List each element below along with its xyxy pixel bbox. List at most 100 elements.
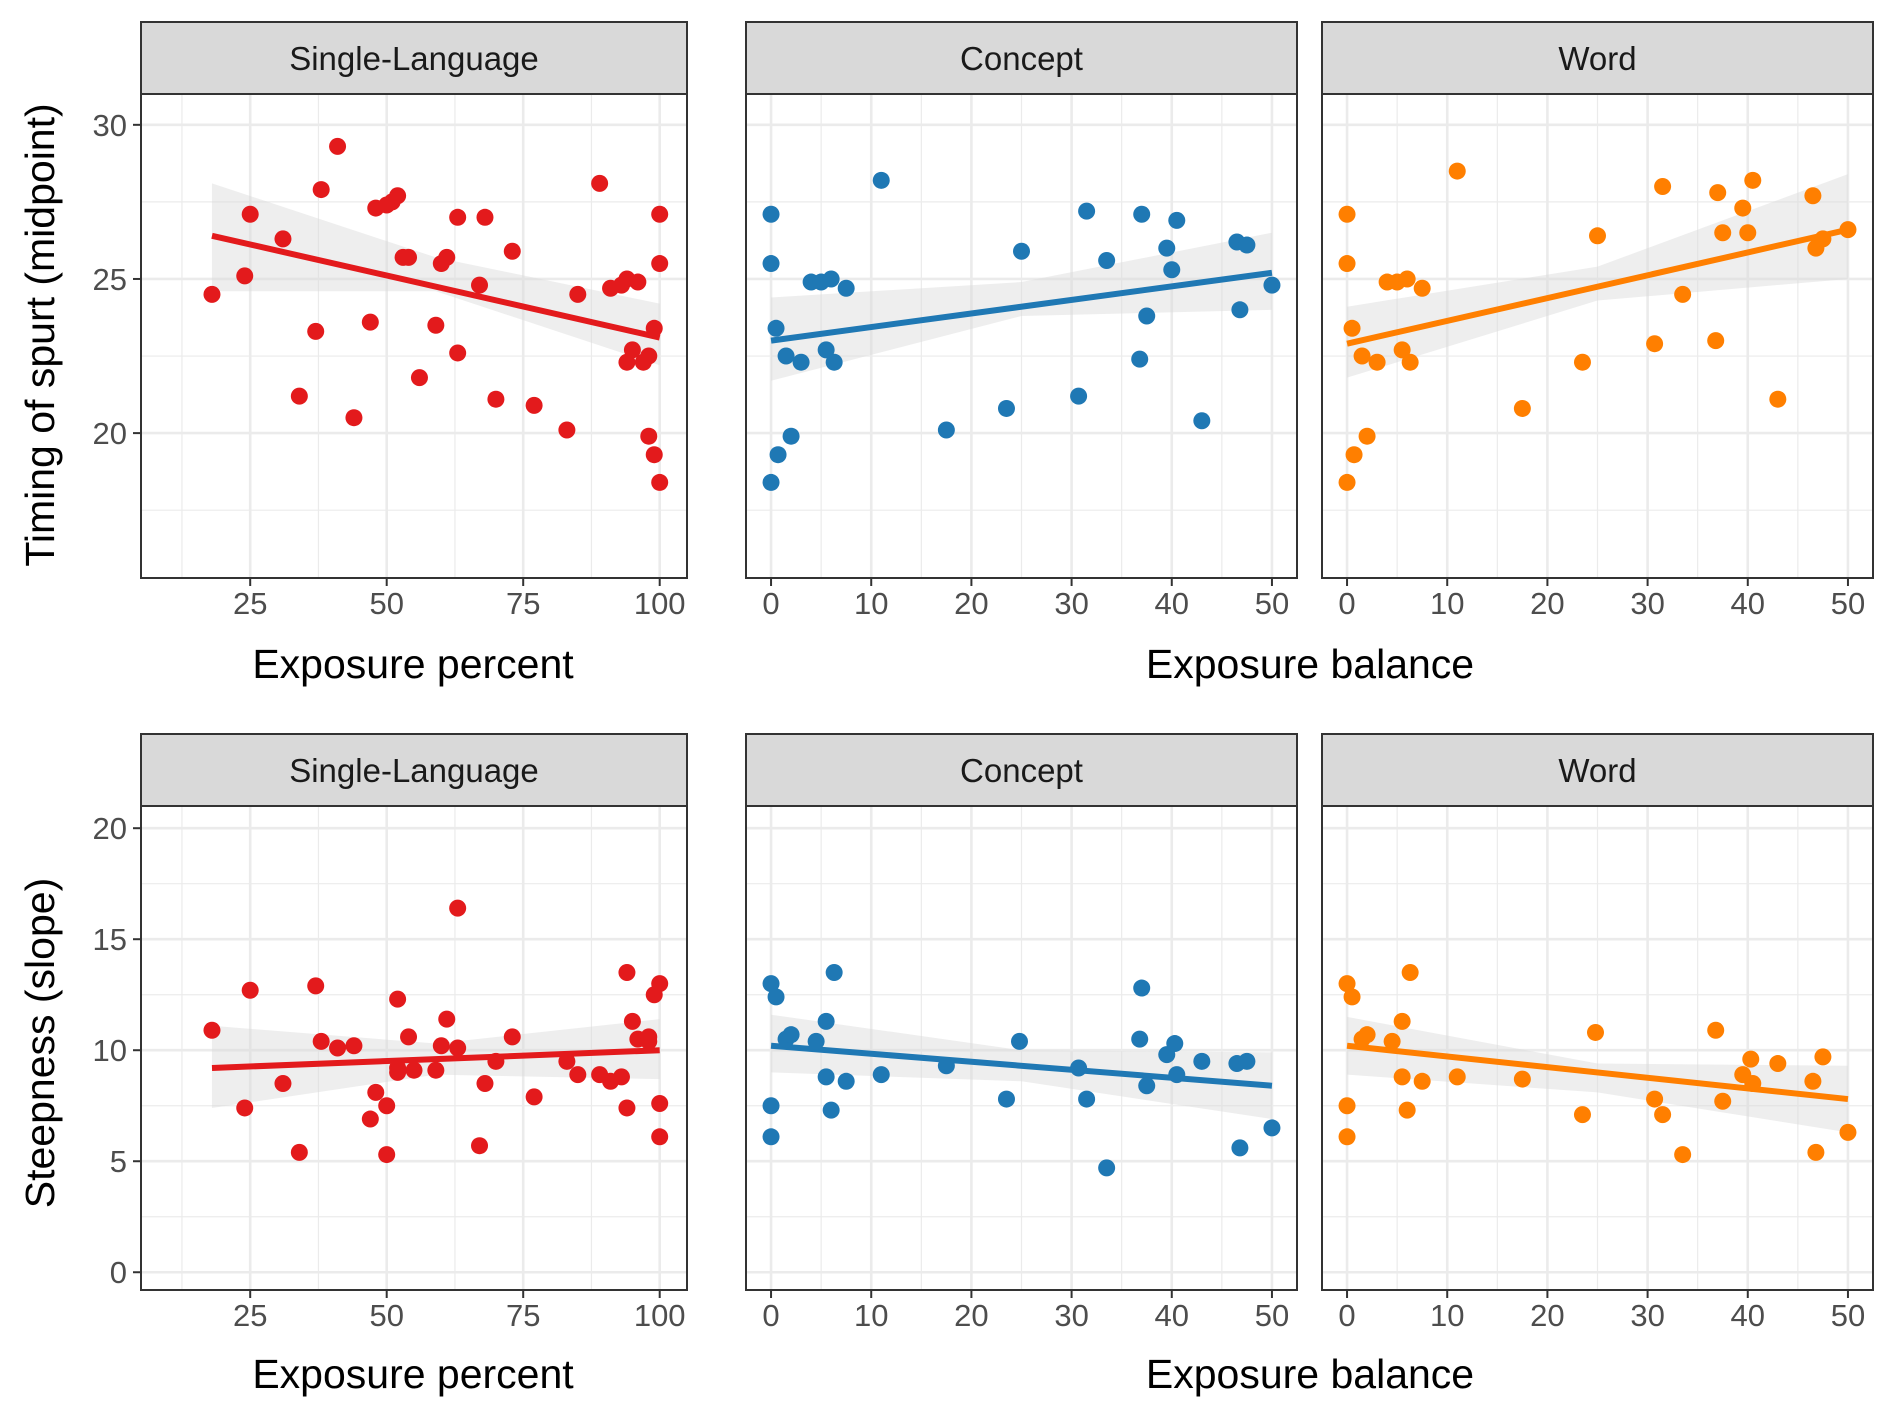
strip-word-steepness xyxy=(1321,733,1874,807)
x-tick-label: 0 xyxy=(762,586,779,621)
data-point xyxy=(1078,202,1096,220)
data-point xyxy=(623,1012,641,1030)
data-point xyxy=(1839,1123,1857,1141)
x-tick-label: 0 xyxy=(1338,1298,1355,1333)
data-point xyxy=(817,1012,835,1030)
x-tick-label: 50 xyxy=(1255,1298,1289,1333)
y-tick-label: 0 xyxy=(110,1255,127,1290)
x-tick-label: 25 xyxy=(233,1298,267,1333)
data-point xyxy=(1674,285,1692,303)
x-tick-label: 40 xyxy=(1155,586,1189,621)
data-point xyxy=(241,205,259,223)
data-point xyxy=(1338,1128,1356,1146)
strip-concept-timing xyxy=(745,21,1298,95)
data-point xyxy=(1398,1101,1416,1119)
data-point xyxy=(471,1137,489,1155)
data-point xyxy=(1338,255,1356,273)
data-point xyxy=(569,285,587,303)
data-point xyxy=(1769,390,1787,408)
data-point xyxy=(503,242,521,260)
data-point xyxy=(762,473,780,491)
panel-concept-steepness: Concept 0 10 20 30 40 50 xyxy=(745,733,1298,1333)
x-tick-label: 0 xyxy=(1338,586,1355,621)
data-point xyxy=(345,409,363,427)
panel-border-single-language-steepness xyxy=(140,805,688,1291)
x-tick-label: 100 xyxy=(634,586,686,621)
data-point xyxy=(1393,341,1411,359)
data-point xyxy=(618,964,636,982)
data-point xyxy=(1413,279,1431,297)
data-point xyxy=(1709,184,1727,202)
data-point xyxy=(361,313,379,331)
data-point xyxy=(1070,387,1088,405)
data-point xyxy=(432,1037,450,1055)
regression-line xyxy=(211,1047,660,1071)
strip-label-single-language-timing: Single-Language xyxy=(289,40,539,77)
data-point xyxy=(525,1088,543,1106)
data-point xyxy=(1013,242,1030,260)
strip-label-word-steepness: Word xyxy=(1558,752,1636,789)
x-tick-label: 50 xyxy=(369,1298,403,1333)
data-point xyxy=(1573,1106,1591,1124)
panel-background-single-language-steepness xyxy=(141,806,687,1290)
panel-background-single-language-timing xyxy=(141,94,687,578)
y-tick-label: 5 xyxy=(110,1144,127,1179)
x-tick-label: 50 xyxy=(369,586,403,621)
data-point xyxy=(471,276,489,294)
x-tick-label: 20 xyxy=(1530,586,1564,621)
data-point xyxy=(558,421,576,439)
data-point xyxy=(558,1052,576,1070)
data-point xyxy=(640,347,658,365)
data-point xyxy=(449,208,467,226)
x-tick-label: 10 xyxy=(854,586,888,621)
data-point xyxy=(1338,975,1356,993)
data-point xyxy=(762,1097,780,1115)
data-point xyxy=(1654,1106,1672,1124)
data-point xyxy=(591,174,609,192)
data-point xyxy=(645,319,663,337)
data-point xyxy=(1707,332,1725,350)
strip-concept-steepness xyxy=(745,733,1298,807)
x-tick-label: 10 xyxy=(854,1298,888,1333)
strip-single-language-timing xyxy=(140,21,688,95)
data-point xyxy=(367,1083,385,1101)
data-point xyxy=(1010,1032,1028,1050)
x-tick-label: 25 xyxy=(233,586,267,621)
data-point xyxy=(767,319,785,337)
data-point xyxy=(1744,1075,1762,1093)
y-tick-label: 20 xyxy=(93,416,127,451)
data-point xyxy=(427,1061,445,1079)
data-point xyxy=(1734,199,1752,217)
confidence-ribbon xyxy=(211,183,660,366)
x-tick-label: 50 xyxy=(1831,586,1865,621)
data-point xyxy=(1646,1090,1664,1108)
panel-border-concept-timing xyxy=(745,93,1298,579)
data-point xyxy=(378,1097,396,1115)
data-point xyxy=(1133,205,1151,223)
x-tick-label: 20 xyxy=(954,586,988,621)
data-point xyxy=(651,473,669,491)
panel-concept-timing: Concept 0 10 20 30 40 50 xyxy=(745,21,1298,621)
regression-line xyxy=(1346,1042,1849,1103)
data-point xyxy=(937,1057,955,1075)
data-point xyxy=(1168,211,1186,229)
data-point xyxy=(329,1039,347,1057)
data-point xyxy=(1646,335,1664,353)
data-point xyxy=(1163,261,1181,279)
data-point xyxy=(503,1028,521,1046)
data-point xyxy=(476,208,494,226)
data-point xyxy=(361,1110,379,1128)
x-tick-label: 10 xyxy=(1430,1298,1464,1333)
data-point xyxy=(1513,1070,1531,1088)
data-point xyxy=(525,396,543,414)
data-point xyxy=(1814,1048,1832,1066)
data-point xyxy=(400,1028,418,1046)
data-point xyxy=(1586,1023,1604,1041)
data-point xyxy=(651,975,669,993)
x-tick-label: 75 xyxy=(506,586,540,621)
data-point xyxy=(1393,1012,1411,1030)
data-point xyxy=(1739,224,1757,242)
data-point xyxy=(1814,230,1832,248)
data-point xyxy=(651,1095,669,1113)
